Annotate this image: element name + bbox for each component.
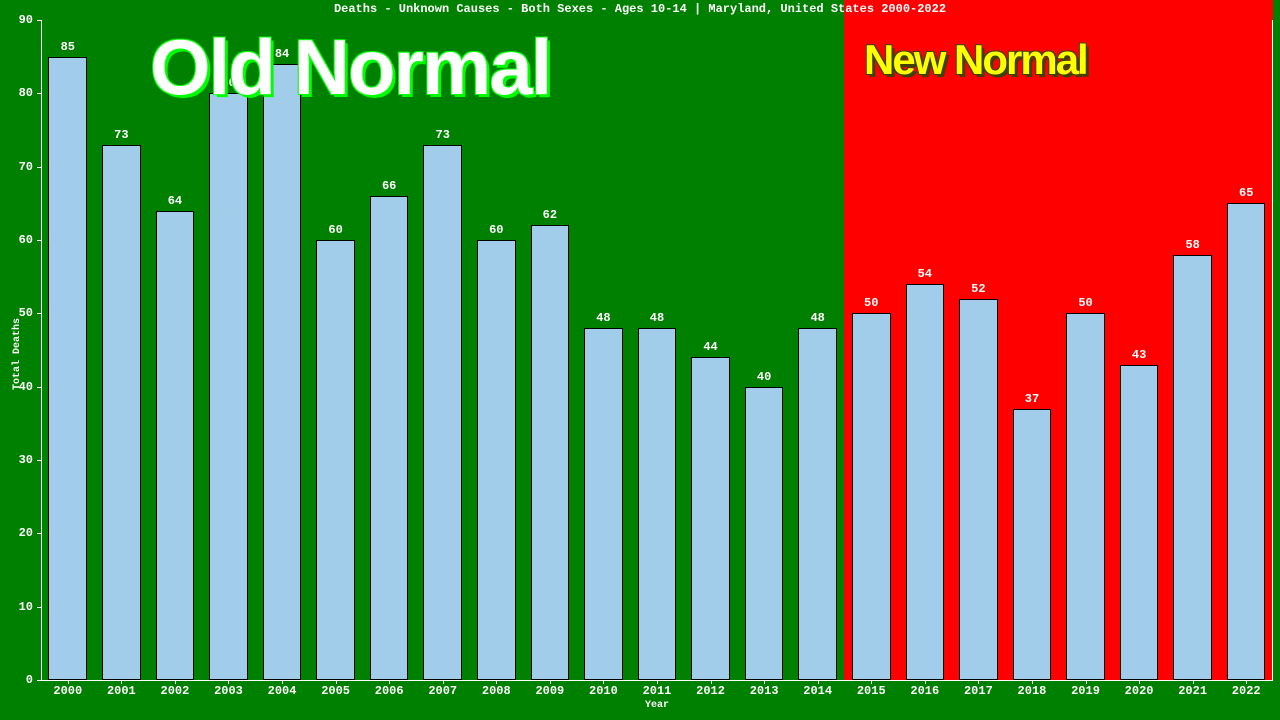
xtick-2002: 2002: [148, 684, 202, 698]
bar-2015: [852, 313, 891, 680]
bar-value-2022: 65: [1222, 186, 1271, 200]
right-spine: [1272, 20, 1273, 680]
xtick-2006: 2006: [362, 684, 416, 698]
chart-root: Deaths - Unknown Causes - Both Sexes - A…: [0, 0, 1280, 720]
xtick-2019: 2019: [1059, 684, 1113, 698]
xtick-2015: 2015: [844, 684, 898, 698]
bar-value-2017: 52: [954, 282, 1003, 296]
bar-2005: [316, 240, 355, 680]
bar-2002: [156, 211, 195, 680]
bar-value-2021: 58: [1168, 238, 1217, 252]
overlay-old-normal: Old Normal: [150, 22, 550, 113]
bar-2019: [1066, 313, 1105, 680]
bar-2006: [370, 196, 409, 680]
x-axis-label: Year: [41, 700, 1273, 711]
ytick-0: 0: [0, 673, 33, 687]
bar-2012: [691, 357, 730, 680]
ytick-10: 10: [0, 600, 33, 614]
plot-area: 8573648084606673606248484440485054523750…: [41, 20, 1273, 680]
bar-value-2016: 54: [901, 267, 950, 281]
ytick-30: 30: [0, 453, 33, 467]
xtick-2021: 2021: [1166, 684, 1220, 698]
bar-value-2000: 85: [43, 40, 92, 54]
bar-value-2014: 48: [793, 311, 842, 325]
bar-2001: [102, 145, 141, 680]
bar-2009: [531, 225, 570, 680]
xtick-2014: 2014: [791, 684, 845, 698]
xtick-2022: 2022: [1219, 684, 1273, 698]
bar-2007: [423, 145, 462, 680]
bar-value-2005: 60: [311, 223, 360, 237]
xtick-2010: 2010: [577, 684, 631, 698]
xtick-2008: 2008: [470, 684, 524, 698]
bar-2008: [477, 240, 516, 680]
xtick-2007: 2007: [416, 684, 470, 698]
bar-value-2006: 66: [365, 179, 414, 193]
xtick-2012: 2012: [684, 684, 738, 698]
xtick-2013: 2013: [737, 684, 791, 698]
ytick-60: 60: [0, 233, 33, 247]
bar-value-2019: 50: [1061, 296, 1110, 310]
bar-2003: [209, 93, 248, 680]
bar-2010: [584, 328, 623, 680]
bar-2014: [798, 328, 837, 680]
xtick-2001: 2001: [95, 684, 149, 698]
y-axis-label: Total Deaths: [12, 318, 23, 390]
bar-2017: [959, 299, 998, 680]
ytick-20: 20: [0, 526, 33, 540]
bar-value-2011: 48: [633, 311, 682, 325]
bar-value-2009: 62: [526, 208, 575, 222]
xtick-2020: 2020: [1112, 684, 1166, 698]
x-axis: [41, 680, 1273, 681]
xtick-2009: 2009: [523, 684, 577, 698]
bar-2013: [745, 387, 784, 680]
xtick-2004: 2004: [255, 684, 309, 698]
bar-2021: [1173, 255, 1212, 680]
xtick-2005: 2005: [309, 684, 363, 698]
right-margin-fill: [1273, 0, 1280, 720]
bar-value-2008: 60: [472, 223, 521, 237]
chart-title: Deaths - Unknown Causes - Both Sexes - A…: [0, 2, 1280, 16]
ytick-90: 90: [0, 13, 33, 27]
xtick-2017: 2017: [952, 684, 1006, 698]
bar-value-2010: 48: [579, 311, 628, 325]
bar-value-2012: 44: [686, 340, 735, 354]
bar-value-2007: 73: [418, 128, 467, 142]
xtick-2003: 2003: [202, 684, 256, 698]
bar-value-2015: 50: [847, 296, 896, 310]
bar-2020: [1120, 365, 1159, 680]
xtick-2000: 2000: [41, 684, 95, 698]
ytick-80: 80: [0, 86, 33, 100]
bar-2004: [263, 64, 302, 680]
y-axis: [41, 20, 42, 680]
bar-2018: [1013, 409, 1052, 680]
overlay-new-normal: New Normal: [864, 36, 1087, 84]
bar-2022: [1227, 203, 1266, 680]
bar-value-2001: 73: [97, 128, 146, 142]
bar-value-2002: 64: [151, 194, 200, 208]
xtick-2018: 2018: [1005, 684, 1059, 698]
bar-value-2020: 43: [1115, 348, 1164, 362]
bar-2016: [906, 284, 945, 680]
bar-2000: [48, 57, 87, 680]
bar-2011: [638, 328, 677, 680]
xtick-2011: 2011: [630, 684, 684, 698]
bar-value-2018: 37: [1008, 392, 1057, 406]
ytick-70: 70: [0, 160, 33, 174]
bar-value-2013: 40: [740, 370, 789, 384]
xtick-2016: 2016: [898, 684, 952, 698]
